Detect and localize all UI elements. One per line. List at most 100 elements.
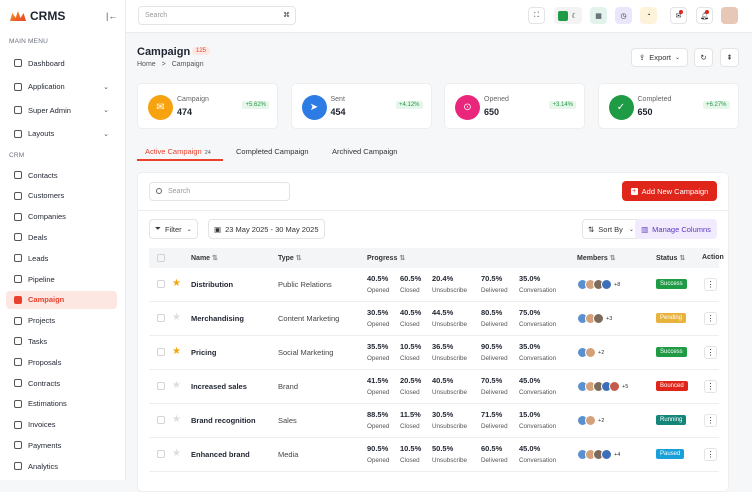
more-actions-icon[interactable]: ⋮ [704, 414, 717, 427]
layouts-icon [14, 129, 22, 138]
row-checkbox[interactable] [157, 348, 165, 356]
star-icon[interactable]: ★ [172, 448, 181, 459]
sidebar-item-super-admin[interactable]: Super Admin ⌄ [6, 101, 117, 119]
table-row[interactable]: ★ Merchandising Content Marketing 30.5% Open… [149, 302, 719, 336]
sort-arrows-icon: ⇅ [295, 255, 302, 262]
collapse-sidebar-icon[interactable]: |← [106, 11, 118, 21]
app-logo[interactable]: CRMS [10, 9, 65, 23]
star-icon[interactable]: ★ [172, 380, 181, 391]
star-icon[interactable]: ★ [172, 346, 181, 357]
messages-icon[interactable]: ✉ [670, 7, 687, 24]
row-checkbox[interactable] [157, 280, 165, 288]
row-checkbox[interactable] [157, 382, 165, 390]
sidebar-item-proposals[interactable]: Proposals [6, 353, 117, 371]
members-avatars[interactable]: +2 [577, 415, 604, 426]
campaign-name[interactable]: Merchandising [191, 314, 244, 323]
progress-label: Opened [367, 423, 390, 430]
members-avatars[interactable]: +2 [577, 347, 604, 358]
sidebar-item-tasks[interactable]: Tasks [6, 332, 117, 350]
campaign-name[interactable]: Brand recognition [191, 416, 256, 425]
progress-value: 35.0% [519, 342, 541, 351]
sidebar-item-dashboard[interactable]: Dashboard [6, 54, 117, 72]
row-checkbox[interactable] [157, 314, 165, 322]
header-members[interactable]: Members ⇅ [577, 254, 616, 262]
table-row[interactable]: ★ Enhanced brand Media 90.5% Opened 10.5% Clos… [149, 438, 719, 472]
sidebar-item-customers[interactable]: Customers [6, 187, 117, 205]
more-members-count: +5 [622, 383, 629, 390]
add-new-campaign-button[interactable]: + Add New Campaign [622, 181, 717, 201]
apps-icon[interactable]: ▦ [590, 7, 607, 24]
table-row[interactable]: ★ Distribution Public Relations 40.5% Opened… [149, 268, 719, 302]
table-row[interactable]: ★ Brand recognition Sales 88.5% Opened 11.5% C… [149, 404, 719, 438]
collapse-header-icon[interactable]: ⇞ [720, 48, 739, 67]
star-icon[interactable]: ★ [172, 312, 181, 323]
sidebar-item-contracts[interactable]: Contracts [6, 374, 117, 392]
manage-columns-button[interactable]: ▥ Manage Columns [635, 219, 717, 239]
members-avatars[interactable]: +8 [577, 279, 620, 290]
sidebar-item-payments[interactable]: Payments [6, 436, 117, 454]
table-search-input[interactable]: Search [149, 182, 290, 201]
sidebar-item-pipeline[interactable]: Pipeline [6, 270, 117, 288]
sidebar-item-label: Super Admin [28, 105, 71, 115]
more-actions-icon[interactable]: ⋮ [704, 448, 717, 461]
more-actions-icon[interactable]: ⋮ [704, 312, 717, 325]
sidebar-item-analytics[interactable]: Analytics [6, 457, 117, 475]
row-checkbox[interactable] [157, 450, 165, 458]
notifications-icon[interactable]: 🔔︎ [696, 7, 713, 24]
refresh-icon[interactable]: ↻ [694, 48, 713, 67]
sidebar-item-companies[interactable]: Companies [6, 208, 117, 226]
avatar [601, 279, 612, 290]
sidebar-item-deals[interactable]: Deals [6, 228, 117, 246]
progress-label: Unsubscribe [432, 321, 467, 328]
chevron-down-icon: ⌄ [103, 130, 109, 138]
top-bar: Search ⌘ ⛶ ☾ ▦ ◷ ◔ ✉ 🔔︎ [126, 0, 752, 33]
sidebar-item-campaign[interactable]: Campaign [6, 290, 117, 309]
table-row[interactable]: ★ Pricing Social Marketing 35.5% Opened 10.5%… [149, 336, 719, 370]
campaign-name[interactable]: Enhanced brand [191, 450, 250, 459]
header-type[interactable]: Type ⇅ [278, 254, 302, 262]
members-avatars[interactable]: +5 [577, 381, 628, 392]
table-row[interactable]: ★ Increased sales Brand 41.5% Opened 20.5% Clo… [149, 370, 719, 404]
sidebar-item-contacts[interactable]: Contacts [6, 166, 117, 184]
sidebar-item-invoices[interactable]: Invoices [6, 416, 117, 434]
row-checkbox[interactable] [157, 416, 165, 424]
sidebar-item-layouts[interactable]: Layouts ⌄ [6, 125, 117, 143]
header-name[interactable]: Name ⇅ [191, 254, 218, 262]
campaign-name[interactable]: Distribution [191, 280, 234, 289]
progress-value: 60.5% [481, 444, 503, 453]
user-avatar[interactable] [721, 7, 738, 24]
export-button[interactable]: ⇪ Export ⌄ [631, 48, 688, 67]
tab-active-campaign[interactable]: Active Campaign 24 [145, 147, 211, 156]
sidebar-item-projects[interactable]: Projects [6, 312, 117, 330]
header-status[interactable]: Status ⇅ [656, 254, 685, 262]
tab-completed-campaign[interactable]: Completed Campaign [236, 147, 309, 156]
tab-archived-campaign[interactable]: Archived Campaign [332, 147, 397, 156]
sidebar-item-estimations[interactable]: Estimations [6, 395, 117, 413]
breadcrumb-home[interactable]: Home [137, 61, 156, 68]
campaign-name[interactable]: Pricing [191, 348, 217, 357]
star-icon[interactable]: ★ [172, 278, 181, 289]
campaign-icon [14, 295, 22, 304]
progress-label: Conversation [519, 423, 557, 430]
clock-icon[interactable]: ◷ [615, 7, 632, 24]
filter-button[interactable]: ⏷ Filter ⌄ [149, 219, 198, 239]
members-avatars[interactable]: +4 [577, 449, 620, 460]
campaign-name[interactable]: Increased sales [191, 382, 247, 391]
theme-toggle[interactable]: ☾ [554, 7, 582, 24]
date-range-picker[interactable]: ▣ 23 May 2025 - 30 May 2025 [208, 219, 325, 239]
sidebar-item-application[interactable]: Application ⌄ [6, 78, 117, 96]
members-avatars[interactable]: +3 [577, 313, 612, 324]
global-search-input[interactable]: Search ⌘ [138, 6, 296, 25]
header-progress[interactable]: Progress ⇅ [367, 254, 405, 262]
sidebar-item-leads[interactable]: Leads [6, 249, 117, 267]
more-actions-icon[interactable]: ⋮ [704, 346, 717, 359]
timer-icon[interactable]: ◔ [640, 7, 657, 24]
fullscreen-icon[interactable]: ⛶ [528, 7, 545, 24]
more-actions-icon[interactable]: ⋮ [704, 278, 717, 291]
sort-by-dropdown[interactable]: ⇅ Sort By ⌄ [582, 219, 640, 239]
invoices-icon [14, 420, 22, 429]
more-actions-icon[interactable]: ⋮ [704, 380, 717, 393]
star-icon[interactable]: ★ [172, 414, 181, 425]
contracts-icon [14, 379, 22, 387]
select-all-checkbox[interactable] [157, 254, 165, 262]
